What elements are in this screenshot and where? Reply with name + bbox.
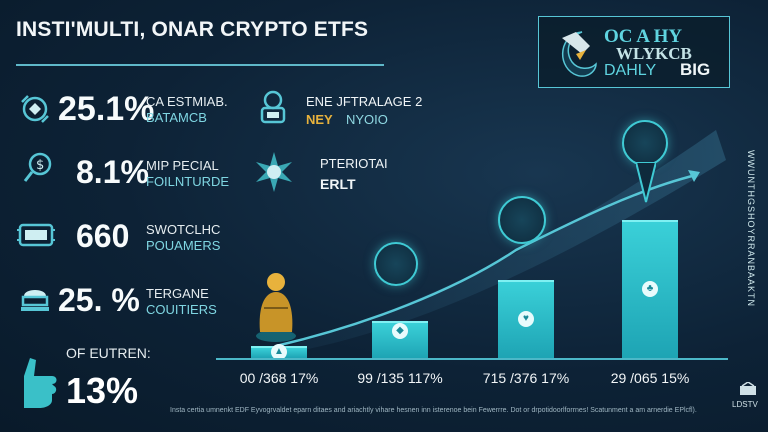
logo-text-3b: BIG xyxy=(680,60,711,79)
footnote: Insta certia umnenkt EDF Eyvogrvaldet ep… xyxy=(170,407,697,414)
logo-text-1: OC A HY xyxy=(604,26,683,47)
star-badge-icon xyxy=(256,152,292,192)
chart-baseline xyxy=(216,358,728,360)
corner-logo-icon xyxy=(740,382,756,395)
stat-sublabel: POUAMERS xyxy=(146,238,221,253)
bar-category-label: 99 /135 117% xyxy=(357,370,443,386)
stat-sublabel: FOILNTURDE xyxy=(146,174,230,189)
mid-stat-sublabel: NYOIO xyxy=(346,112,388,127)
bar-token-icon: ♣ xyxy=(642,281,658,297)
svg-text:$: $ xyxy=(36,158,44,173)
stat-sublabel: COUITIERS xyxy=(146,302,217,317)
side-vertical-text: WWUNTHGSHOYRRANBAAKTN xyxy=(746,150,756,308)
chart-pin-icon xyxy=(498,196,546,244)
chart-pin-icon xyxy=(622,120,668,166)
server-icon xyxy=(17,223,55,247)
stat-sublabel: BATAMCB xyxy=(146,110,207,125)
bottom-stat-value: 13% xyxy=(66,370,139,411)
stat-value: 8.1% xyxy=(76,154,149,190)
logo-text-3a: DAHLY xyxy=(604,62,657,79)
bar-token-icon: ▲ xyxy=(271,344,287,360)
hand-icon xyxy=(24,358,57,408)
stat-value: 25. % xyxy=(58,282,140,318)
brand-logo-box xyxy=(538,16,730,88)
mid-stat-label: PTERIOTAI xyxy=(320,156,388,171)
mid-stat-highlight: NEY xyxy=(306,112,333,127)
chart-trend-area xyxy=(256,130,726,358)
stat-value: 660 xyxy=(76,218,130,254)
shield-icon xyxy=(21,95,49,123)
bar-category-label: 00 /368 17% xyxy=(239,370,319,386)
corner-logo-text: LDSTV xyxy=(732,400,758,409)
stat-label: TERGANE xyxy=(146,286,209,301)
bank-icon xyxy=(21,290,49,311)
stat-label: SWOTCLHC xyxy=(146,222,221,237)
bottom-stat-label: OF EUTREN: xyxy=(66,345,151,361)
brand-mark-icon xyxy=(561,31,597,77)
stat-value: 25.1% xyxy=(58,90,155,128)
trend-line xyxy=(275,173,697,348)
stat-label: CA ESTMIAB. xyxy=(146,94,228,109)
title-divider xyxy=(16,64,384,66)
page-title: INSTI'MULTI, ONAR CRYPTO ETFS xyxy=(16,18,369,41)
bar-category-label: 29 /065 15% xyxy=(610,370,690,386)
mid-stat-label: ENE JFTRALAGE 2 xyxy=(306,94,423,109)
bar-category-label: 715 /376 17% xyxy=(482,370,570,386)
pin-pointer-icon xyxy=(636,162,656,203)
bar-token-icon: ♥ xyxy=(518,311,534,327)
stat-label: MIP PECIAL xyxy=(146,158,219,173)
investor-figure-icon xyxy=(256,273,296,342)
logo-text-2: WLYKCB xyxy=(616,44,692,63)
bar-token-icon: ◆ xyxy=(392,322,408,339)
magnifier-icon: $ xyxy=(23,152,52,182)
trend-arrowhead xyxy=(688,170,700,182)
chart-pin-icon xyxy=(374,242,418,286)
mid-stat-sublabel: ERLT xyxy=(320,176,356,192)
vault-icon xyxy=(260,90,286,124)
